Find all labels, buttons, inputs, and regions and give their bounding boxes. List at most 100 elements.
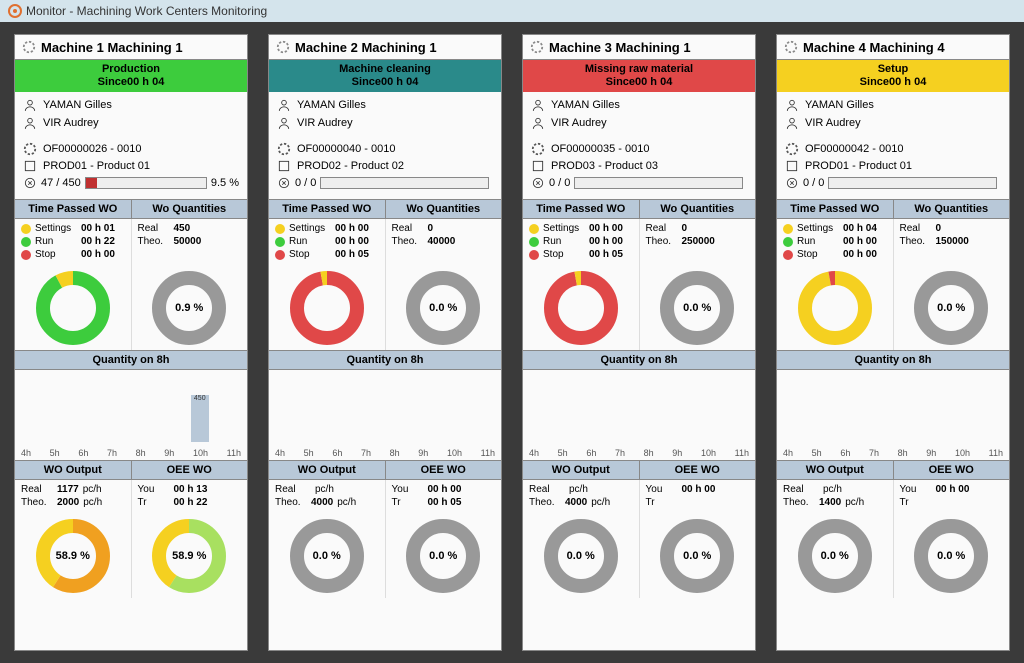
time-run: 00 h 00 — [335, 236, 369, 247]
progress-label: 47 / 450 — [41, 177, 81, 189]
gear-icon — [23, 142, 37, 156]
product-value: PROD03 - Product 03 — [551, 160, 658, 172]
people-list: YAMAN GillesVIR Audrey — [15, 92, 247, 140]
oee-col: You00 h 00Tr00 h 05 — [385, 480, 502, 514]
person-icon — [23, 98, 37, 112]
axis-tick: 11h — [735, 448, 749, 458]
person-name: YAMAN Gilles — [805, 99, 874, 111]
out-theo: 2000 — [57, 497, 79, 508]
chart-8h: 4504h5h6h7h8h9h10h11h — [15, 370, 247, 460]
axis-tick: 5h — [812, 448, 822, 458]
time-run: 00 h 00 — [589, 236, 623, 247]
time-stop: 00 h 05 — [589, 249, 623, 260]
axis-tick: 8h — [136, 448, 146, 458]
chart-8h: 4h5h6h7h8h9h10h11h — [523, 370, 755, 460]
axis-tick: 4h — [529, 448, 539, 458]
box-icon — [23, 159, 37, 173]
qty-col: Real0Theo.150000 — [893, 219, 1010, 266]
time-stop: 00 h 05 — [335, 249, 369, 260]
status-text: Production — [18, 63, 244, 76]
chart-8h: 4h5h6h7h8h9h10h11h — [269, 370, 501, 460]
person-icon — [277, 116, 291, 130]
titlebar[interactable]: Monitor - Machining Work Centers Monitor… — [0, 0, 1024, 22]
oee-donut: 0.0 % — [385, 514, 502, 598]
axis-tick: 11h — [227, 448, 241, 458]
status-since: Since00 h 04 — [18, 76, 244, 89]
header-quantity-8h: Quantity on 8h — [15, 350, 247, 370]
qty-col: Real450Theo.50000 — [131, 219, 248, 266]
time-col: Settings00 h 00Run00 h 00Stop00 h 05 — [269, 219, 385, 266]
axis-tick: 6h — [840, 448, 850, 458]
header-time-passed: Time Passed WO — [269, 199, 385, 219]
of-row: OF00000026 - 0010 — [23, 142, 239, 156]
progress-row: 0 / 0 — [785, 176, 1001, 190]
time-settings: 00 h 04 — [843, 223, 877, 234]
person-icon — [785, 98, 799, 112]
product-row: PROD02 - Product 02 — [277, 159, 493, 173]
status-banner: Machine cleaningSince00 h 04 — [269, 60, 501, 92]
header-wo-output: WO Output — [777, 460, 893, 480]
oee-you: 00 h 13 — [174, 484, 208, 495]
machine-card: Machine 2 Machining 1Machine cleaningSin… — [268, 34, 502, 651]
qty-col: Real0Theo.250000 — [639, 219, 756, 266]
header-wo-qty: Wo Quantities — [131, 199, 248, 219]
of-row: OF00000042 - 0010 — [785, 142, 1001, 156]
time-stop: 00 h 00 — [843, 249, 877, 260]
header-oee-wo: OEE WO — [131, 460, 248, 480]
product-value: PROD01 - Product 01 — [805, 160, 912, 172]
axis-tick: 8h — [390, 448, 400, 458]
status-text: Machine cleaning — [272, 63, 498, 76]
gear-icon — [275, 39, 291, 55]
axis-tick: 7h — [107, 448, 117, 458]
gear-icon — [531, 142, 545, 156]
time-run: 00 h 22 — [81, 236, 115, 247]
header-time-passed: Time Passed WO — [777, 199, 893, 219]
axis-tick: 7h — [869, 448, 879, 458]
of-value: OF00000035 - 0010 — [551, 143, 649, 155]
progress-row: 0 / 0 — [277, 176, 493, 190]
person-row: VIR Audrey — [23, 116, 239, 130]
axis-tick: 9h — [164, 448, 174, 458]
oee-you: 00 h 00 — [682, 484, 716, 495]
box-icon — [531, 159, 545, 173]
qty-donut: 0.9 % — [131, 266, 248, 350]
card-title: Machine 2 Machining 1 — [269, 35, 501, 60]
output-col: Realpc/hTheo.1400pc/h — [777, 480, 893, 514]
oee-donut: 0.0 % — [893, 514, 1010, 598]
cancel-icon — [277, 176, 291, 190]
qty-real: 0 — [936, 223, 942, 234]
axis-tick: 11h — [481, 448, 495, 458]
product-value: PROD02 - Product 02 — [297, 160, 404, 172]
progress-row: 0 / 0 — [531, 176, 747, 190]
out-theo: 1400 — [819, 497, 841, 508]
axis-tick: 10h — [193, 448, 208, 458]
person-icon — [277, 98, 291, 112]
axis-tick: 6h — [586, 448, 596, 458]
oee-tr: 00 h 22 — [174, 497, 208, 508]
person-name: VIR Audrey — [43, 117, 99, 129]
axis-tick: 9h — [672, 448, 682, 458]
axis-tick: 9h — [926, 448, 936, 458]
progress-label: 0 / 0 — [295, 177, 316, 189]
people-list: YAMAN Gilles VIR Audrey — [777, 92, 1009, 140]
gear-icon — [783, 39, 799, 55]
header-wo-qty: Wo Quantities — [385, 199, 502, 219]
person-row: YAMAN Gilles — [277, 98, 493, 112]
qty-theo: 50000 — [174, 236, 202, 247]
product-row: PROD03 - Product 03 — [531, 159, 747, 173]
oee-donut: 0.0 % — [639, 514, 756, 598]
qty-col: Real0Theo.40000 — [385, 219, 502, 266]
people-list: YAMAN GillesVIR Audrey — [269, 92, 501, 140]
time-col: Settings00 h 01Run00 h 22Stop00 h 00 — [15, 219, 131, 266]
person-name: VIR Audrey — [551, 117, 607, 129]
progress-label: 0 / 0 — [803, 177, 824, 189]
of-value: OF00000042 - 0010 — [805, 143, 903, 155]
person-name: VIR Audrey — [805, 117, 861, 129]
header-wo-qty: Wo Quantities — [639, 199, 756, 219]
time-donut — [777, 266, 893, 350]
product-value: PROD01 - Product 01 — [43, 160, 150, 172]
header-oee-wo: OEE WO — [385, 460, 502, 480]
gear-icon — [529, 39, 545, 55]
axis-tick: 5h — [304, 448, 314, 458]
out-theo: 4000 — [565, 497, 587, 508]
